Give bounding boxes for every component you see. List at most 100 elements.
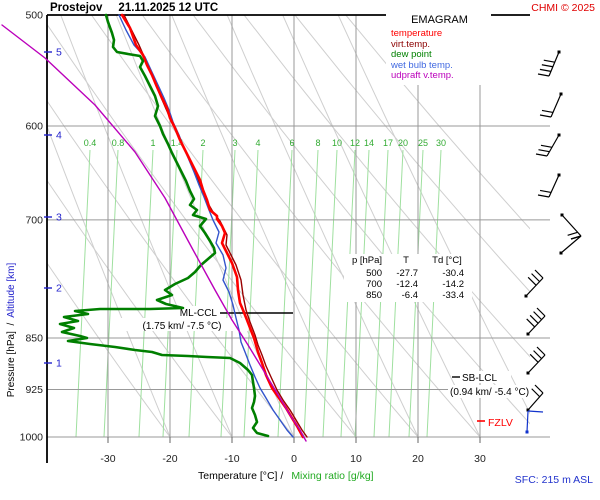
- wind-barb-feather: [531, 388, 541, 398]
- mixing-ratio-label: 30: [436, 138, 446, 148]
- mixing-ratio-label: 3: [232, 138, 237, 148]
- sb-lcl-label: SB-LCL: [462, 373, 497, 384]
- mixing-ratio-label: 8: [315, 138, 320, 148]
- altitude-label: 5: [56, 47, 62, 59]
- altitude-label: 1: [56, 358, 62, 370]
- mixing-ratio-label: 0.8: [112, 138, 125, 148]
- mixing-ratio-label: 20: [398, 138, 408, 148]
- x-tick-label: 30: [474, 453, 486, 465]
- y-axis-title: Pressure [hPa] / Altitude [km]: [6, 263, 17, 398]
- wind-barb-feather: [534, 384, 544, 394]
- wind-barb-feather: [526, 318, 536, 328]
- wind-barb-staff: [527, 315, 546, 335]
- wind-barb-feather: [534, 269, 544, 279]
- wind-barb-feather: [537, 73, 550, 77]
- wind-barb-feather: [531, 273, 540, 283]
- wind-barb-feather: [537, 194, 550, 198]
- mixing-ratio-label: 17: [383, 138, 393, 148]
- sounding-curves: [1, 13, 308, 442]
- wind-barb-feather: [529, 353, 539, 363]
- station-name: Prostejov: [50, 2, 103, 14]
- wind-barb: [559, 235, 582, 255]
- pressure-label: 500: [25, 10, 43, 22]
- label-backdrop: [486, 415, 518, 427]
- sb-lcl-detail: (0.94 km/ -5.4 °C): [450, 387, 529, 398]
- wind-barb-feather: [527, 276, 537, 286]
- level-data-table: p [hPa] T Td [°C] 500 -27.7 -30.4 700 -12.4…: [344, 254, 472, 302]
- level-markers: ML-CCL (1.75 km/ -7.5 °C) SB-LCL (0.94 km/ …: [116, 306, 561, 429]
- legend: EMAGRAM temperature virt.temp. dew point…: [386, 13, 491, 85]
- x-tick-label: 0: [291, 453, 297, 465]
- altitude-label: 2: [56, 283, 62, 295]
- x-axis-title-temperature: Temperature [°C] /: [198, 470, 284, 482]
- x-tick-label: -20: [162, 453, 177, 465]
- wind-barb-staff: [550, 93, 562, 118]
- wind-barb-feather: [539, 68, 552, 72]
- x-tick-label: 10: [350, 453, 362, 465]
- fzlv-label: FZLV: [488, 417, 513, 429]
- table-header: p [hPa] T Td [°C]: [351, 255, 462, 266]
- mixing-ratio-line: [303, 149, 319, 437]
- wind-barb-feather: [539, 189, 552, 194]
- wind-barb-staff: [548, 174, 560, 198]
- wind-barb: [535, 133, 561, 157]
- mixing-ratio-labels: 0.4 0.8 1 1.4 2 3 4 6 8 10 12 14 17 20 25 30: [84, 138, 446, 148]
- wind-barb-feather: [529, 314, 539, 324]
- wind-barb-staff: [527, 392, 544, 411]
- wind-barb-feather: [536, 346, 546, 356]
- wind-barb-staff: [526, 410, 529, 433]
- surface-elevation-label: SFC: 215 m ASL: [514, 474, 593, 486]
- wind-barb: [539, 92, 563, 118]
- x-tick-label: 20: [412, 453, 424, 465]
- table-row: 850 -6.4 -33.4: [366, 290, 464, 301]
- wind-barb-feather: [533, 350, 542, 360]
- mixing-ratio-label: 14: [364, 138, 374, 148]
- curve-updraft_v_temp: [1, 24, 307, 442]
- table-row: 700 -12.4 -14.2: [366, 279, 464, 290]
- wind-barb-feather: [540, 144, 553, 148]
- mixing-ratio-label: 12: [350, 138, 360, 148]
- wind-barb-staff: [525, 277, 544, 297]
- mixing-ratio-label: 6: [289, 138, 294, 148]
- pressure-label: 1000: [20, 432, 44, 444]
- wind-barb-feather: [536, 307, 546, 317]
- mixing-ratio-line: [220, 149, 236, 437]
- mixing-ratio-line: [75, 149, 91, 437]
- mixing-ratio-label: 2: [200, 138, 205, 148]
- wind-barb: [525, 410, 544, 434]
- curve-wet_bulb: [118, 14, 294, 438]
- mixing-ratio-line: [138, 149, 154, 437]
- copyright-label: CHMI © 2025: [531, 2, 595, 14]
- dry-adiabat: [47, 262, 171, 437]
- altitude-label: 3: [56, 212, 62, 224]
- wind-barb: [524, 269, 544, 298]
- wind-barb-feather: [527, 410, 544, 413]
- wind-barb-staff: [546, 134, 560, 157]
- wind-barb: [526, 384, 544, 412]
- mixing-ratio-line: [322, 149, 338, 437]
- wind-barb-staff: [527, 354, 546, 374]
- legend-item-temperature: temperature: [391, 28, 443, 39]
- mixing-ratio-label: 4: [255, 138, 260, 148]
- chart-title: Prostejov 21.11.2025 12 UTC: [50, 2, 218, 14]
- wind-barb: [537, 50, 561, 77]
- legend-item-updraft: udpraft v.temp.: [391, 70, 454, 81]
- wind-barb-staff: [548, 51, 560, 77]
- mixing-ratio-label: 1: [150, 138, 155, 148]
- moist-adiabat: [47, 125, 171, 437]
- wind-barb-feather: [567, 231, 578, 236]
- wind-barb-feather: [570, 235, 582, 240]
- label-backdrop: [461, 371, 511, 383]
- pressure-label: 850: [25, 333, 43, 345]
- wind-barb-feather: [533, 311, 542, 321]
- moist-adiabat: [171, 15, 357, 437]
- ml-ccl-detail: (1.75 km/ -7.5 °C): [142, 321, 221, 332]
- moist-adiabat: [226, 15, 419, 437]
- dry-adiabat: [294, 15, 530, 293]
- pressure-label: 700: [25, 214, 43, 226]
- wind-barbs: [524, 50, 582, 434]
- curve-temperature: [120, 13, 305, 439]
- wind-barb: [526, 307, 546, 336]
- legend-item-virt-temp: virt.temp.: [391, 38, 431, 50]
